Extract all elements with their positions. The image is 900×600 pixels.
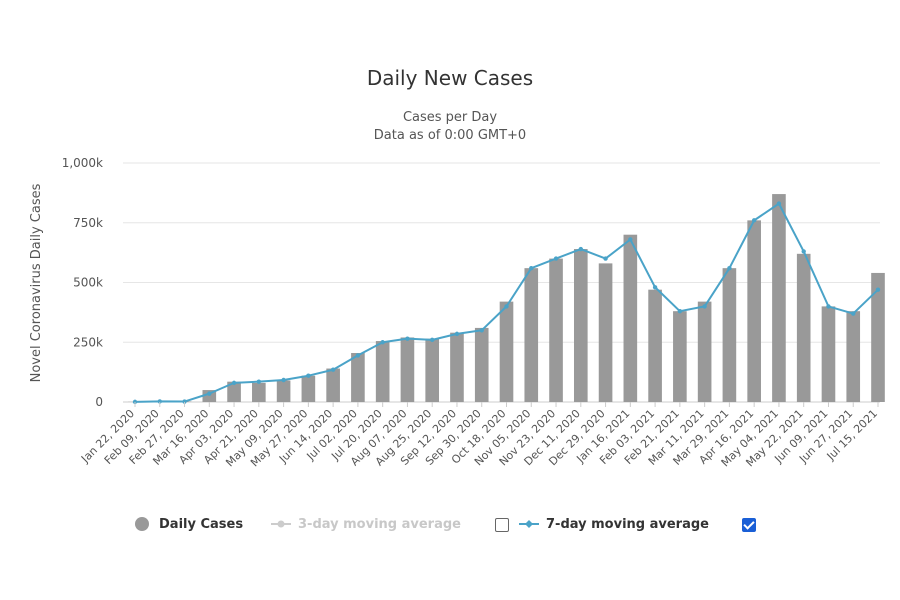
legend-item-daily-cases[interactable]: Daily Cases xyxy=(133,512,243,536)
seven-day-average-point[interactable] xyxy=(355,353,361,358)
ma3-checkbox[interactable] xyxy=(495,518,509,532)
seven-day-average-point[interactable] xyxy=(875,287,881,292)
daily-cases-bar[interactable] xyxy=(524,268,539,402)
daily-cases-marker-icon xyxy=(135,517,149,531)
seven-day-average-point[interactable] xyxy=(529,265,534,271)
seven-day-average-point[interactable] xyxy=(628,237,633,242)
daily-cases-bar[interactable] xyxy=(871,272,885,402)
seven-day-average-point[interactable] xyxy=(157,399,162,404)
daily-cases-bar[interactable] xyxy=(326,368,340,402)
seven-day-average-point[interactable] xyxy=(132,399,138,405)
daily-cases-bar[interactable] xyxy=(821,306,836,402)
daily-cases-bar[interactable] xyxy=(351,353,365,402)
daily-cases-bar[interactable] xyxy=(796,253,811,402)
daily-cases-bar[interactable] xyxy=(697,301,712,402)
seven-day-average-point[interactable] xyxy=(801,249,806,254)
seven-day-average-point[interactable] xyxy=(281,377,286,383)
daily-cases-bar[interactable] xyxy=(573,249,588,402)
y-tick-label: 500k xyxy=(73,276,103,290)
legend-label-7day-ma: 7-day moving average xyxy=(546,516,709,532)
y-tick-label: 750k xyxy=(73,216,103,230)
seven-day-average-point[interactable] xyxy=(454,331,460,337)
seven-day-average-point[interactable] xyxy=(578,246,583,252)
seven-day-average-point[interactable] xyxy=(504,304,509,309)
chart-legend: Daily Cases 3-day moving average 7-day m… xyxy=(0,512,900,542)
daily-cases-bar[interactable] xyxy=(549,258,563,402)
daily-cases-bar[interactable] xyxy=(673,311,687,402)
daily-cases-bar[interactable] xyxy=(375,341,390,402)
seven-day-average-point[interactable] xyxy=(306,373,311,378)
daily-cases-bar[interactable] xyxy=(648,289,662,402)
y-tick-label: 0 xyxy=(95,395,103,409)
chart-subtitle-line-2: Data as of 0:00 GMT+0 xyxy=(373,128,527,143)
chart-subtitle-line-1: Cases per Day xyxy=(402,110,498,125)
seven-day-average-point[interactable] xyxy=(652,285,658,290)
y-axis-label: Novel Coronavirus Daily Cases xyxy=(29,183,44,382)
seven-day-average-point[interactable] xyxy=(826,304,831,309)
seven-day-average-point[interactable] xyxy=(851,311,856,316)
seven-day-average-point[interactable] xyxy=(256,379,262,384)
daily-cases-bar[interactable] xyxy=(846,311,861,402)
y-tick-label: 1,000k xyxy=(62,156,103,170)
seven-day-average-point[interactable] xyxy=(727,265,732,271)
daily-cases-bar[interactable] xyxy=(301,375,316,402)
ma7-checkbox[interactable] xyxy=(742,518,756,532)
line-marker-icon xyxy=(519,520,539,528)
seven-day-average-point[interactable] xyxy=(751,218,757,223)
daily-cases-bar[interactable] xyxy=(450,332,464,402)
legend-item-3day-ma[interactable]: 3-day moving average xyxy=(270,512,461,536)
seven-day-average-point[interactable] xyxy=(479,328,484,333)
daily-cases-bar[interactable] xyxy=(202,390,217,402)
seven-day-average-point[interactable] xyxy=(776,201,782,206)
daily-cases-bar[interactable] xyxy=(425,338,440,402)
seven-day-average-point[interactable] xyxy=(677,308,683,314)
seven-day-average-point[interactable] xyxy=(207,391,212,396)
daily-cases-bar[interactable] xyxy=(400,337,415,402)
daily-cases-bar[interactable] xyxy=(499,301,514,402)
chart-title: Daily New Cases xyxy=(366,66,534,90)
daily-cases-bar[interactable] xyxy=(772,194,786,402)
daily-cases-bar[interactable] xyxy=(252,382,266,402)
y-tick-label: 250k xyxy=(73,335,103,349)
line-marker-icon xyxy=(271,520,291,528)
seven-day-average-point[interactable] xyxy=(405,336,410,341)
daily-cases-bar[interactable] xyxy=(722,268,737,402)
seven-day-average-point[interactable] xyxy=(182,399,187,404)
legend-item-7day-ma[interactable]: 7-day moving average xyxy=(518,512,709,536)
seven-day-average-point[interactable] xyxy=(380,340,385,345)
seven-day-average-point[interactable] xyxy=(553,256,559,261)
seven-day-average-point[interactable] xyxy=(702,304,707,309)
daily-cases-bar[interactable] xyxy=(747,220,761,402)
legend-label-daily-cases: Daily Cases xyxy=(159,516,244,532)
daily-cases-bar[interactable] xyxy=(623,234,638,402)
legend-label-3day-ma: 3-day moving average xyxy=(298,516,461,532)
seven-day-average-point[interactable] xyxy=(231,380,237,386)
seven-day-average-point[interactable] xyxy=(430,337,435,343)
seven-day-average-point[interactable] xyxy=(330,367,336,372)
daily-cases-bar[interactable] xyxy=(276,380,291,402)
daily-cases-bar[interactable] xyxy=(474,327,489,402)
seven-day-average-point[interactable] xyxy=(603,256,608,261)
daily-cases-bar[interactable] xyxy=(227,381,241,402)
daily-cases-bar[interactable] xyxy=(598,263,613,402)
